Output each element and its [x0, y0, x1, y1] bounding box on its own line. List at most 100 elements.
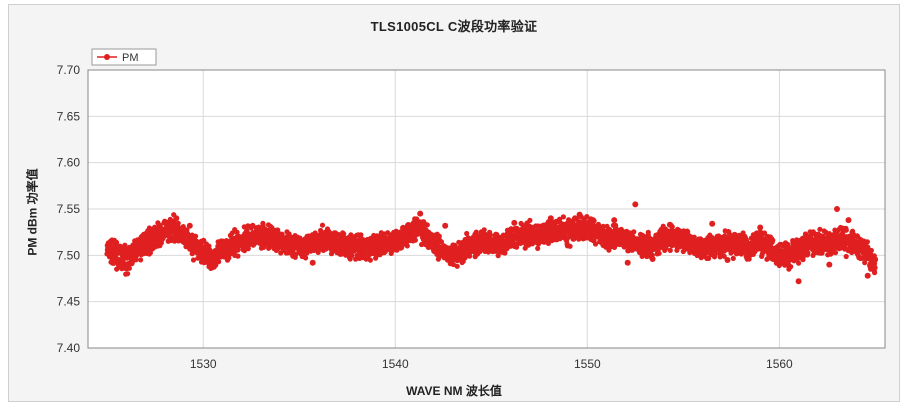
data-point	[611, 217, 618, 224]
data-point	[712, 251, 719, 257]
data-point	[304, 250, 310, 256]
data-point	[113, 239, 120, 245]
data-point	[147, 250, 153, 256]
data-point	[481, 227, 487, 233]
data-point	[454, 263, 460, 269]
data-point	[655, 246, 662, 252]
y-tick-label: 7.50	[57, 248, 81, 262]
data-point	[600, 223, 606, 229]
data-point	[666, 221, 673, 228]
data-point	[590, 217, 597, 224]
data-point	[279, 231, 285, 237]
data-point	[349, 253, 355, 259]
data-point	[293, 252, 299, 258]
data-point	[576, 211, 583, 218]
data-point	[464, 230, 470, 237]
data-point	[226, 255, 232, 261]
data-point	[319, 222, 326, 228]
data-point	[592, 241, 599, 247]
data-point	[424, 222, 430, 228]
data-point	[122, 242, 128, 248]
data-point	[656, 250, 662, 256]
data-point	[685, 229, 691, 235]
y-tick-label: 7.40	[57, 341, 81, 355]
data-point	[872, 257, 879, 263]
data-point	[842, 244, 848, 251]
data-point	[832, 250, 839, 256]
data-point	[172, 238, 178, 244]
data-point	[649, 256, 656, 262]
data-point	[826, 261, 833, 268]
data-point	[133, 257, 139, 263]
data-point	[138, 257, 144, 263]
data-point	[834, 206, 840, 212]
y-tick-label: 7.55	[57, 202, 81, 216]
data-point	[770, 237, 776, 243]
data-point	[843, 227, 849, 233]
data-point	[359, 254, 366, 261]
y-tick-label: 7.45	[57, 295, 81, 309]
data-point	[567, 243, 573, 249]
legend-box	[91, 48, 157, 66]
data-point	[152, 224, 158, 230]
data-point	[870, 266, 877, 273]
data-point	[631, 229, 637, 235]
data-point	[624, 259, 631, 266]
data-point	[190, 257, 197, 263]
data-point	[125, 261, 132, 268]
data-point	[862, 260, 868, 266]
data-point	[108, 238, 114, 245]
data-point	[805, 250, 811, 256]
x-tick-label: 1530	[190, 357, 217, 371]
data-point	[784, 261, 791, 268]
data-point	[125, 271, 131, 277]
data-point	[367, 257, 373, 263]
data-point	[216, 259, 222, 265]
data-point	[724, 257, 731, 263]
x-tick-label: 1550	[574, 357, 601, 371]
data-point	[245, 246, 251, 252]
data-point	[527, 217, 533, 223]
series-pm-points	[104, 201, 879, 285]
data-point	[261, 229, 268, 236]
data-point	[275, 227, 281, 233]
data-point	[843, 253, 849, 260]
data-point	[800, 257, 806, 263]
data-point	[560, 214, 567, 220]
data-point	[757, 224, 764, 231]
data-point	[436, 233, 442, 239]
data-point	[817, 226, 823, 232]
data-point	[645, 229, 651, 235]
data-point	[761, 230, 768, 236]
data-point	[234, 229, 240, 235]
data-point	[535, 245, 541, 251]
y-tick-label: 7.60	[57, 156, 81, 170]
data-point	[796, 260, 802, 266]
data-point	[511, 219, 518, 226]
data-point	[341, 231, 347, 237]
data-point	[459, 257, 466, 264]
data-point	[473, 229, 479, 235]
data-point	[868, 247, 875, 254]
data-point	[404, 243, 410, 249]
data-point	[732, 232, 739, 238]
plot-border	[87, 69, 886, 349]
data-point	[186, 222, 193, 229]
legend-label: PM	[122, 52, 139, 64]
data-point	[438, 239, 445, 245]
x-tick-label: 1540	[382, 357, 409, 371]
data-point	[309, 259, 316, 266]
data-point	[547, 215, 554, 222]
data-point	[412, 237, 418, 243]
data-point	[730, 255, 736, 261]
x-tick-label: 1560	[766, 357, 793, 371]
legend-marker	[104, 54, 110, 60]
data-point	[674, 247, 680, 253]
data-point	[173, 215, 180, 222]
x-axis-label: WAVE NM 波长值	[406, 384, 502, 398]
data-point	[502, 250, 508, 256]
data-point	[467, 253, 473, 259]
data-point	[235, 253, 241, 259]
data-point	[709, 220, 716, 227]
